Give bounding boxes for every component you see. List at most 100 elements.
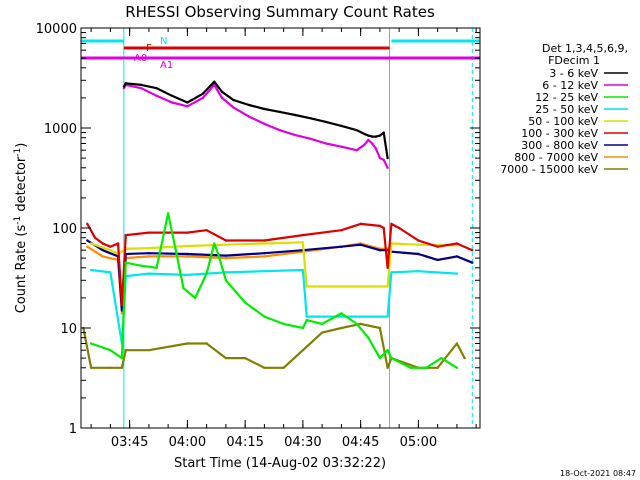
data-point [340,326,343,330]
data-point [122,85,126,88]
data-point [89,268,93,272]
data-point [363,143,366,146]
data-point [378,224,382,228]
data-point [243,356,247,360]
flag-label: F [146,43,152,54]
data-point [120,366,124,369]
data-point [370,135,374,138]
data-point [139,83,143,87]
data-point [386,366,389,369]
data-point [155,87,158,90]
data-point [436,366,439,369]
data-point [293,133,297,137]
x-tick-label: 04:00 [169,435,206,450]
flag-label: N [160,36,167,47]
data-point [205,342,208,345]
data-point [139,87,143,90]
data-point [109,366,112,369]
data-point [436,258,439,262]
legend-label: 3 - 6 keV [549,67,598,80]
data-point [232,98,235,102]
data-point [455,366,459,369]
data-point [340,285,343,288]
data-point [378,248,382,252]
data-point [263,251,266,255]
data-point [89,342,93,345]
data-point [320,322,324,326]
data-point [455,255,459,258]
data-point [301,241,305,244]
data-point [309,137,312,140]
data-point [120,356,124,360]
data-point [386,348,389,352]
data-point [224,239,228,242]
y-tick-label: 1 [69,422,77,437]
data-point [263,366,266,369]
data-point [186,255,189,258]
data-point [340,312,343,315]
data-point [363,132,366,136]
data-point [263,255,266,258]
data-point [320,331,324,334]
data-point [282,322,285,326]
y-tick-label: 1000 [44,122,77,137]
data-point [390,222,393,226]
legend-label: 50 - 100 keV [528,115,598,128]
series-line [90,212,458,369]
data-point [455,242,459,245]
series-line [86,222,473,307]
data-point [205,229,208,232]
data-point [213,80,216,83]
series-line [90,268,457,345]
data-point [367,336,370,339]
data-point [386,156,389,160]
data-point [170,101,174,104]
data-point [382,226,385,230]
data-point [397,226,401,230]
data-point [155,266,158,269]
data-point [224,256,228,260]
x-tick-label: 04:45 [342,435,379,450]
data-point [355,322,358,326]
data-point [305,285,308,288]
data-point [378,326,382,330]
data-point [201,92,204,95]
data-point [263,122,266,126]
data-point [378,156,382,160]
data-point [455,272,459,275]
data-point [382,131,385,134]
data-point [324,142,328,145]
data-point [186,101,189,104]
data-point [359,243,362,246]
legend-header-1: Det 1,3,4,5,6,9, [542,42,628,55]
data-point [247,115,251,118]
data-point [170,94,174,97]
series-line [82,322,466,369]
legend-label: 800 - 7000 keV [514,151,598,164]
data-point [213,242,216,245]
data-point [109,248,112,252]
data-point [147,348,151,352]
data-point [378,315,382,318]
data-point [147,255,151,258]
data-point [263,107,266,111]
series-line [90,241,457,288]
flag-label: A1 [160,60,173,71]
data-point [89,242,93,245]
data-point [370,142,374,145]
data-point [224,271,228,274]
data-point [386,315,389,318]
data-point [359,322,362,326]
y-axis-label: Count Rate (s-1 detector-1) [13,143,29,314]
data-point [147,246,151,250]
footer-date: 18-Oct-2021 08:47 [560,469,636,478]
data-point [378,356,382,360]
data-point [301,268,305,272]
data-point [224,356,228,360]
data-point [193,296,197,300]
data-point [359,222,362,226]
data-point [155,94,158,97]
legend-label: 7000 - 15000 keV [500,163,598,176]
